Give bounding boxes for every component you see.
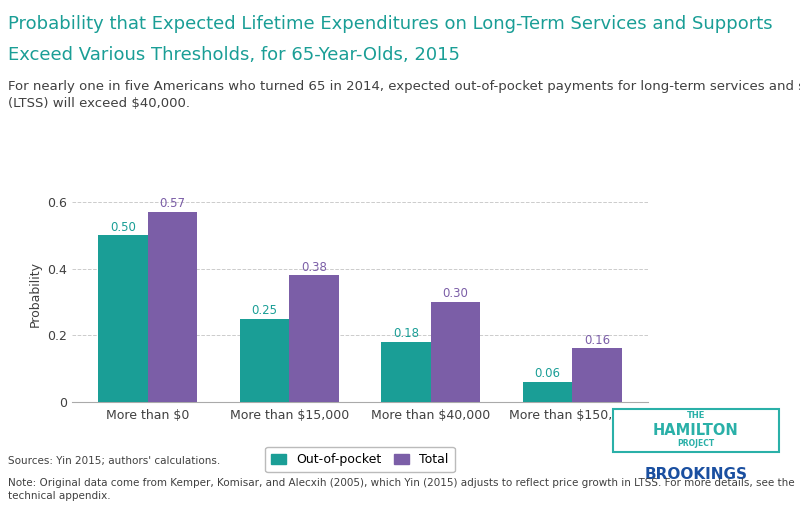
Bar	[148, 212, 198, 402]
Text: Exceed Various Thresholds, for 65-Year-Olds, 2015: Exceed Various Thresholds, for 65-Year-O…	[8, 46, 460, 64]
Text: HAMILTON: HAMILTON	[653, 423, 739, 438]
Y-axis label: Probability: Probability	[29, 261, 42, 327]
Text: THE: THE	[687, 411, 705, 420]
Text: 0.57: 0.57	[159, 197, 186, 210]
Text: 0.38: 0.38	[301, 261, 327, 273]
Bar	[98, 235, 148, 402]
Bar	[572, 349, 622, 402]
Bar	[290, 275, 338, 402]
Bar	[522, 382, 572, 402]
Text: 0.18: 0.18	[393, 327, 419, 340]
Text: BROOKINGS: BROOKINGS	[645, 467, 747, 482]
Text: For nearly one in five Americans who turned 65 in 2014, expected out-of-pocket p: For nearly one in five Americans who tur…	[8, 80, 800, 110]
Text: 0.50: 0.50	[110, 220, 136, 234]
Text: 0.06: 0.06	[534, 367, 561, 380]
FancyBboxPatch shape	[614, 409, 778, 452]
Text: Probability that Expected Lifetime Expenditures on Long-Term Services and Suppor: Probability that Expected Lifetime Expen…	[8, 15, 773, 33]
Bar	[430, 302, 480, 402]
Text: Note: Original data come from Kemper, Komisar, and Alecxih (2005), which Yin (20: Note: Original data come from Kemper, Ko…	[8, 478, 794, 501]
Legend: Out-of-pocket, Total: Out-of-pocket, Total	[265, 447, 455, 472]
Bar	[240, 318, 290, 402]
Text: 0.30: 0.30	[442, 287, 469, 300]
Text: Sources: Yin 2015; authors' calculations.: Sources: Yin 2015; authors' calculations…	[8, 456, 220, 466]
Text: 0.25: 0.25	[251, 304, 278, 317]
Text: 0.16: 0.16	[584, 334, 610, 347]
Text: PROJECT: PROJECT	[678, 439, 714, 448]
Bar	[382, 342, 430, 402]
